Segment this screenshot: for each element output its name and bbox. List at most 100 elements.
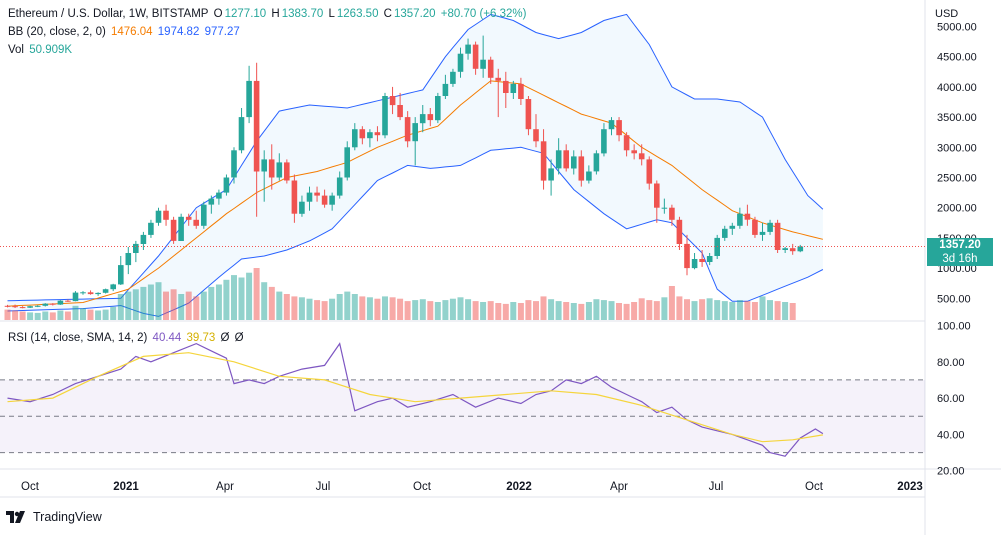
candle-body bbox=[593, 153, 600, 172]
volume-bar bbox=[668, 286, 675, 320]
volume-bar bbox=[600, 300, 607, 320]
candle-body bbox=[759, 231, 766, 235]
volume-bar bbox=[653, 301, 660, 320]
volume-bar bbox=[699, 299, 706, 320]
candle-body bbox=[178, 216, 184, 241]
candle-body bbox=[4, 305, 11, 307]
volume-bar bbox=[638, 298, 645, 320]
volume-bar bbox=[27, 312, 34, 320]
volume-bar bbox=[517, 303, 524, 320]
vol-label: Vol bbox=[8, 44, 24, 56]
candle bbox=[4, 304, 11, 308]
time-tick-label: 2022 bbox=[506, 481, 532, 493]
volume-bar bbox=[389, 297, 396, 320]
volume-bar bbox=[215, 284, 222, 320]
candle bbox=[472, 41, 479, 75]
last-price-value: 1357.20 bbox=[939, 239, 981, 251]
candle-body bbox=[638, 153, 645, 160]
volume-bar bbox=[427, 301, 434, 320]
candle bbox=[419, 105, 426, 133]
candle bbox=[412, 117, 418, 166]
candle-body bbox=[435, 96, 441, 121]
candle-body bbox=[442, 83, 449, 96]
volume-bar bbox=[578, 303, 585, 320]
candle bbox=[223, 174, 230, 196]
volume-bar bbox=[57, 310, 64, 320]
volume-bar bbox=[238, 277, 245, 320]
candle-body bbox=[669, 207, 675, 220]
volume-bar bbox=[117, 294, 124, 320]
candle bbox=[367, 129, 373, 148]
candle bbox=[654, 180, 660, 223]
price-tick-label: 3500.00 bbox=[937, 112, 977, 124]
volume-bars bbox=[4, 268, 796, 320]
price-tick-label: 4000.00 bbox=[937, 82, 977, 94]
candle-body bbox=[752, 219, 758, 235]
rsi-label: RSI (14, close, SMA, 14, 2) bbox=[8, 332, 148, 344]
candle bbox=[631, 144, 637, 160]
legend-bb[interactable]: BB (20, close, 2, 0) 1476.04 1974.82 977… bbox=[8, 25, 242, 39]
volume-bar bbox=[744, 301, 751, 320]
volume-bar bbox=[276, 291, 283, 320]
volume-bar bbox=[729, 302, 736, 320]
candle-body bbox=[57, 300, 64, 305]
candle bbox=[427, 108, 434, 127]
volume-bar bbox=[548, 299, 555, 320]
candle bbox=[382, 92, 388, 139]
candle-body bbox=[374, 132, 381, 136]
candle-body bbox=[397, 105, 403, 118]
candle-body bbox=[737, 213, 743, 226]
volume-bar bbox=[570, 303, 577, 320]
volume-bar bbox=[283, 294, 290, 320]
candle-body bbox=[382, 96, 388, 136]
volume-bar bbox=[608, 301, 615, 320]
candle-body bbox=[72, 292, 79, 302]
volume-bar bbox=[208, 286, 215, 320]
candle bbox=[759, 222, 766, 241]
tradingview-logo[interactable]: TradingView bbox=[6, 510, 102, 524]
open-label: O bbox=[213, 8, 223, 20]
candle-body bbox=[95, 292, 101, 295]
volume-bar bbox=[789, 303, 796, 320]
legend-rsi[interactable]: RSI (14, close, SMA, 14, 2) 40.44 39.73 … bbox=[8, 331, 246, 345]
price-tick-label: 4500.00 bbox=[937, 52, 977, 64]
change-value: +80.70 (+6.32%) bbox=[440, 8, 527, 20]
candle bbox=[465, 38, 471, 60]
time-tick-label: Oct bbox=[805, 481, 824, 493]
candle bbox=[163, 204, 169, 226]
candle-body bbox=[563, 150, 569, 169]
volume-bar bbox=[351, 294, 358, 320]
candle-body bbox=[208, 198, 215, 205]
candle-body bbox=[246, 80, 252, 118]
volume-bar bbox=[200, 291, 207, 320]
candle bbox=[616, 117, 622, 142]
candle-body bbox=[201, 204, 207, 226]
candle-body bbox=[510, 83, 517, 93]
symbol-title: Ethereum / U.S. Dollar, 1W, BITSTAMP bbox=[8, 8, 209, 20]
candle bbox=[661, 198, 668, 214]
candle bbox=[525, 96, 532, 136]
candle-body bbox=[261, 159, 267, 172]
candle-body bbox=[306, 192, 313, 202]
volume-bar bbox=[495, 303, 502, 320]
candle-body bbox=[654, 183, 660, 208]
candle bbox=[450, 68, 456, 87]
volume-bar bbox=[163, 291, 169, 320]
legend-vol[interactable]: Vol 50.909K bbox=[8, 43, 74, 57]
volume-bar bbox=[382, 296, 388, 320]
candle-body bbox=[12, 306, 18, 308]
candle bbox=[691, 253, 698, 270]
candle bbox=[34, 305, 41, 308]
volume-bar bbox=[110, 306, 117, 320]
candle bbox=[737, 207, 743, 229]
time-tick-label: 2021 bbox=[113, 481, 139, 493]
volume-bar bbox=[329, 298, 336, 320]
candle bbox=[374, 126, 381, 142]
rsi-tick-label: 40.00 bbox=[937, 429, 965, 441]
volume-bar bbox=[231, 275, 237, 320]
bb-upper-line bbox=[7, 13, 824, 302]
candles bbox=[0, 35, 925, 309]
candle-body bbox=[427, 114, 434, 121]
candle bbox=[352, 123, 358, 151]
